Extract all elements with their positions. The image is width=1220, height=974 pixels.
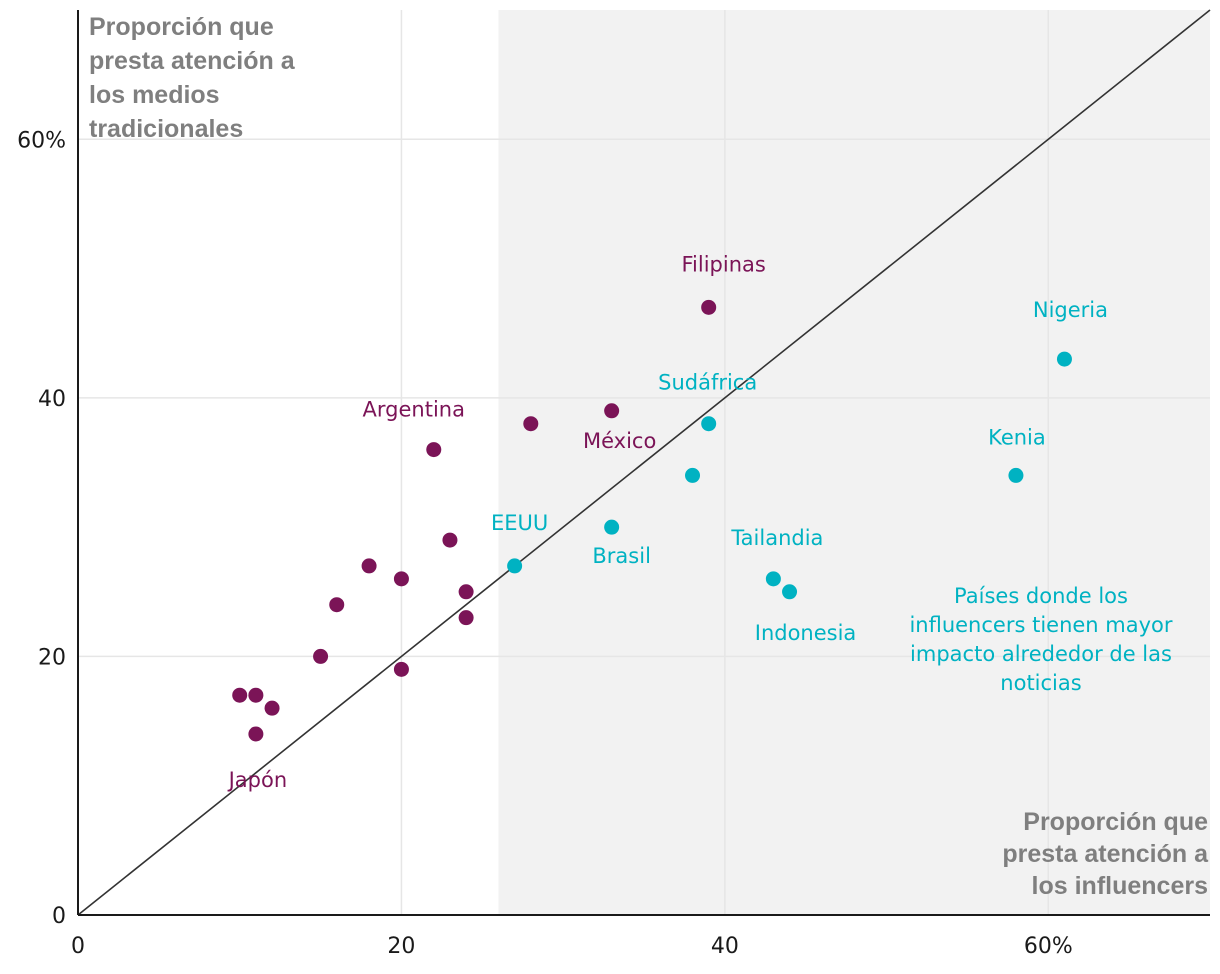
data-point-traditional (604, 403, 620, 419)
y-axis-title-line: presta atención a (89, 47, 296, 75)
data-point-traditional (458, 584, 474, 600)
point-label: EEUU (491, 511, 548, 535)
influencer-annotation: Países donde los influencers tienen mayor… (909, 584, 1172, 695)
y-tick-label: 60% (17, 128, 66, 153)
x-tick-label: 60% (1024, 934, 1073, 959)
annotation-line: noticias (1000, 671, 1081, 695)
data-point-traditional (426, 442, 442, 458)
annotation-line: Países donde los (954, 584, 1128, 608)
data-point-influencer (765, 571, 781, 587)
data-point-traditional (393, 661, 409, 677)
point-label: Filipinas (682, 252, 766, 276)
shaded-region (498, 10, 1210, 915)
y-tick-labels: 0 20 40 60% (17, 128, 66, 929)
y-tick-label: 20 (38, 645, 66, 670)
y-tick-label: 0 (52, 904, 66, 929)
data-point-influencer (1008, 467, 1024, 483)
x-tick-labels: 0 20 40 60% (71, 934, 1073, 959)
point-label: Kenia (988, 425, 1046, 449)
data-point-traditional (523, 416, 539, 432)
point-label: México (583, 429, 656, 453)
data-points (232, 299, 1072, 742)
data-point-influencer (701, 416, 717, 432)
x-tick-label: 0 (71, 934, 85, 959)
point-label: Nigeria (1033, 298, 1108, 322)
x-axis-title-line: presta atención a (1002, 840, 1209, 868)
data-point-traditional (361, 558, 377, 574)
annotation-line: influencers tienen mayor (909, 613, 1172, 637)
point-label: Indonesia (755, 621, 857, 645)
point-label: Argentina (363, 398, 465, 422)
data-point-influencer (604, 519, 620, 535)
data-point-traditional (264, 700, 280, 716)
annotation-line: impacto alrededor de las (910, 642, 1172, 666)
data-point-traditional (313, 648, 329, 664)
point-label: Sudáfrica (658, 371, 757, 395)
data-point-traditional (393, 571, 409, 587)
data-point-traditional (232, 687, 248, 703)
point-labels: Filipinas Argentina México Japón Nigeria Sudá… (227, 252, 1108, 792)
data-point-traditional (458, 610, 474, 626)
x-tick-label: 20 (387, 934, 415, 959)
x-axis-title: Proporción que presta atención a los influ… (1002, 808, 1209, 900)
x-tick-label: 40 (711, 934, 739, 959)
data-point-influencer (1056, 351, 1072, 367)
data-point-traditional (442, 532, 458, 548)
y-axis-title-line: los medios (89, 81, 220, 109)
data-point-traditional (248, 726, 264, 742)
data-point-influencer (782, 584, 798, 600)
data-point-traditional (701, 299, 717, 315)
y-axis-title-line: Proporción que (89, 13, 274, 41)
diagonal-reference-line (77, 9, 1211, 916)
point-label: Japón (227, 768, 288, 792)
data-point-traditional (329, 597, 345, 613)
y-axis-title: Proporción que presta atención a los medio… (89, 13, 296, 143)
data-point-influencer (507, 558, 523, 574)
y-axis-title-line: tradicionales (89, 115, 243, 143)
point-label: Tailandia (730, 526, 823, 550)
y-tick-label: 40 (38, 387, 66, 412)
point-label: Brasil (592, 544, 651, 568)
x-axis-title-line: los influencers (1032, 872, 1208, 900)
data-point-influencer (685, 467, 701, 483)
grid-lines (78, 10, 1210, 915)
x-axis-title-line: Proporción que (1023, 808, 1208, 836)
data-point-traditional (248, 687, 264, 703)
